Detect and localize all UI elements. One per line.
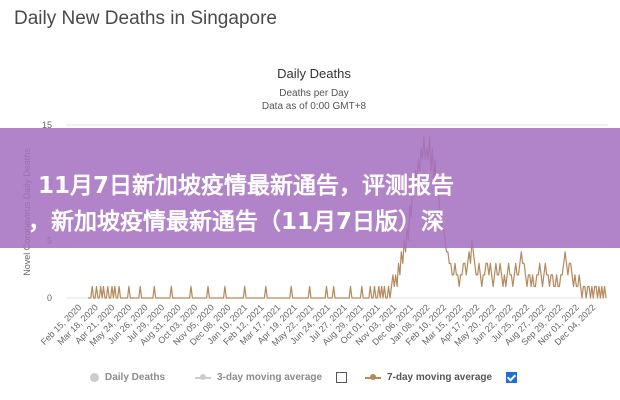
chart-legend: Daily Deaths 3-day moving average 7-day … xyxy=(90,370,610,390)
y-tick-label: 0 xyxy=(47,293,52,303)
legend-label: 3-day moving average xyxy=(217,372,323,383)
legend-label: Daily Deaths xyxy=(105,372,166,383)
legend-checkbox-7-day[interactable] xyxy=(506,372,518,383)
y-tick-label: 15 xyxy=(42,120,52,130)
headline-line-1: 11月7日新加坡疫情最新通告，评测报告 xyxy=(38,173,455,199)
legend-checkbox-3-day[interactable] xyxy=(336,372,348,383)
legend-item-daily-deaths[interactable]: Daily Deaths xyxy=(90,372,165,383)
line-marker-icon xyxy=(195,373,211,380)
legend-label: 7-day moving average xyxy=(387,372,493,383)
chart-title: Daily Deaths xyxy=(277,66,351,81)
chart-subtitle: Deaths per Day xyxy=(279,88,348,99)
legend-item-3-day-average[interactable]: 3-day moving average xyxy=(195,372,348,383)
series-layer xyxy=(88,135,607,299)
daily-deaths-chart: Daily Deaths Deaths per Day Data as of 0… xyxy=(22,66,608,348)
headline-line-2: ，新加坡疫情最新通告（11月7日版）深 xyxy=(28,209,445,235)
series-line-7-day-average xyxy=(88,135,607,299)
page-title: Daily New Deaths in Singapore xyxy=(14,8,277,29)
legend-item-7-day-average[interactable]: 7-day moving average xyxy=(365,372,518,383)
circle-marker-icon xyxy=(90,373,99,382)
chart-subtitle-2: Data as of 0:00 GMT+8 xyxy=(262,101,367,112)
line-marker-icon xyxy=(365,373,381,380)
article-headline-banner: 11月7日新加坡疫情最新通告，评测报告 ，新加坡疫情最新通告（11月7日版）深 xyxy=(0,128,620,248)
